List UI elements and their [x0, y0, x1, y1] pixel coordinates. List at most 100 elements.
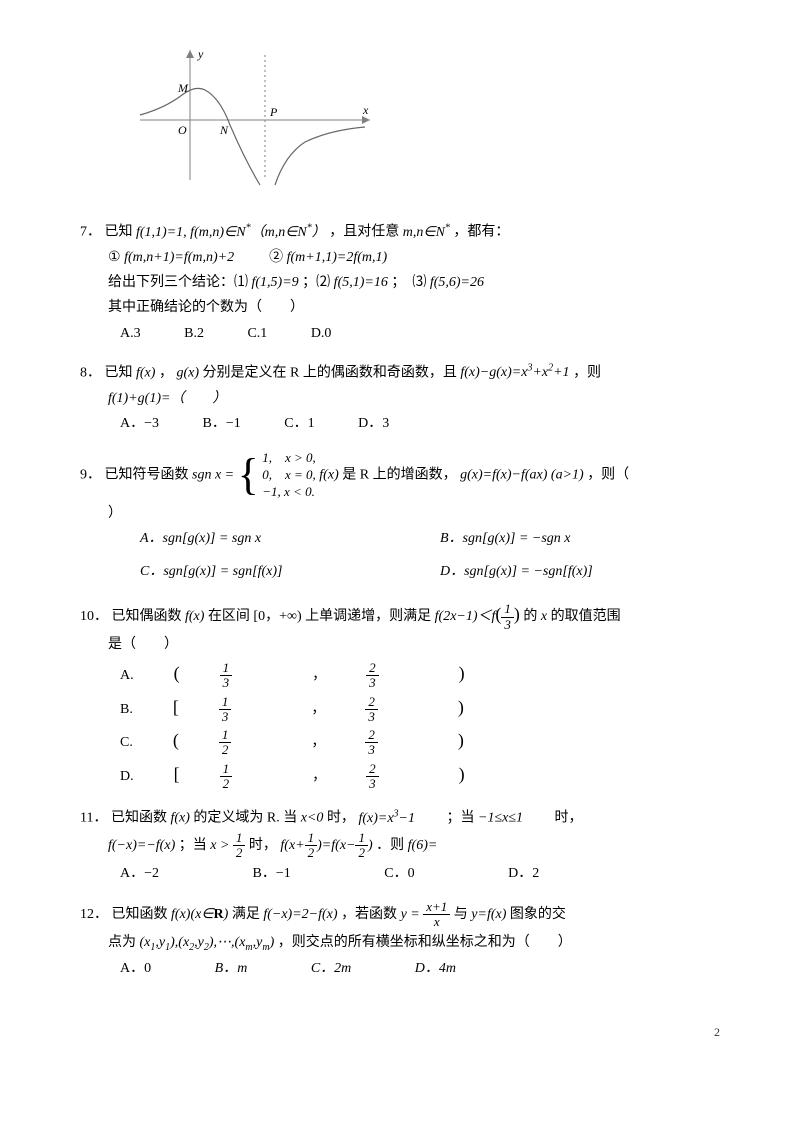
q8-t3: 分别是定义在 R 上的偶函数和奇函数，且: [202, 365, 460, 380]
point-P: P: [269, 105, 278, 119]
q8-opt-b: B．−1: [203, 411, 241, 436]
q10-opt-a: A.(13，23): [120, 657, 505, 691]
q12-opt-c: C．2m: [311, 956, 351, 981]
q11-opt-b: B．−1: [253, 861, 291, 886]
q7-cond1: f(m,n+1)=f(m,n)+2: [124, 250, 234, 265]
q7-math-1: f(1,1)=1, f(m,n)∈N*（m,n∈N*）: [136, 225, 326, 240]
q10-number: 10．: [80, 609, 108, 624]
q11-period: f(x+: [280, 838, 304, 853]
q9-number: 9．: [80, 468, 101, 483]
q11-t3: 时，: [327, 811, 355, 826]
q10-ask: 是（ ）: [80, 632, 740, 657]
q12-t5: 图象的交: [510, 907, 566, 922]
q12-cond: f(−x)=2−f(x): [263, 907, 337, 922]
question-12: 12． 已知函数 f(x)(x∈R) 满足 f(−x)=2−f(x) ，若函数 …: [80, 900, 740, 982]
q12-t2: 满足: [232, 907, 264, 922]
q11-xgt: x >: [210, 838, 233, 853]
q12-opt-a: A．0: [120, 956, 151, 981]
page-number: 2: [80, 1022, 740, 1044]
q7-cond1-label: ①: [108, 250, 124, 265]
origin-O: O: [178, 123, 187, 137]
q7-math-mn: m,n∈N*: [403, 225, 450, 240]
q9-close: ）: [80, 501, 740, 526]
q11-t5: 时，: [527, 811, 583, 826]
q11-xlt0: x<0: [301, 811, 324, 826]
q9-cases: { 1, x > 0, 0, x = 0, −1, x < 0.: [238, 450, 316, 501]
q10-x: x: [541, 609, 547, 624]
q12-t1: 已知函数: [112, 907, 172, 922]
axis-y-label: y: [197, 47, 204, 61]
q7-text-3: ，都有：: [453, 225, 509, 240]
point-N: N: [219, 123, 229, 137]
q8-t2: ，: [159, 365, 173, 380]
q12-fx: f(x)(x∈R): [171, 907, 228, 922]
q11-t4: ；当: [419, 811, 479, 826]
q12-opt-b: B．m: [215, 956, 248, 981]
q10-t4: 的取值范围: [551, 609, 621, 624]
q7-cond2-label: ②: [269, 250, 287, 265]
q7-text-2: ，且对任意: [329, 225, 403, 240]
q11-t2: 的定义域为 R. 当: [193, 811, 300, 826]
q8-t4: ，则: [573, 365, 601, 380]
q10-opt-c: C.(12，23): [120, 724, 504, 758]
q8-opt-d: D．3: [358, 411, 389, 436]
q8-eq: f(x)−g(x)=x3+x2+1: [460, 365, 569, 380]
q9-case1: 1, x > 0,: [262, 450, 316, 467]
q12-t7: ，则交点的所有横坐标和纵坐标之和为（ ）: [278, 935, 572, 950]
q9-opt-c: C．sgn[g(x)] = sgn[f(x)]: [140, 559, 440, 584]
q9-opt-d: D．sgn[g(x)] = −sgn[f(x)]: [440, 559, 740, 584]
q11-t1: 已知函数: [111, 811, 171, 826]
point-M: M: [177, 81, 189, 95]
q9-gx: g(x)=f(x)−f(ax) (a>1): [460, 468, 584, 483]
q7-sep2: ； ⑶: [391, 275, 430, 290]
question-9: 9． 已知符号函数 sgn x = { 1, x > 0, 0, x = 0, …: [80, 450, 740, 584]
q12-points: (x1,y1),(x2,y2),⋯,(xm,ym): [140, 935, 275, 950]
q12-t6: 点为: [108, 935, 140, 950]
q7-number: 7．: [80, 225, 101, 240]
q9-fx: f(x): [319, 468, 338, 483]
q7-concl2: f(5,1)=16: [334, 275, 388, 290]
q12-number: 12．: [80, 907, 108, 922]
q7-opt-d: D.0: [311, 321, 332, 346]
q8-opt-c: C．1: [284, 411, 314, 436]
q10-t1: 已知偶函数: [112, 609, 186, 624]
q7-concl1: f(1,5)=9: [252, 275, 299, 290]
q11-opt-d: D．2: [508, 861, 539, 886]
q10-fx: f(x): [185, 609, 204, 624]
q12-frac: x+1x: [423, 900, 450, 930]
q9-case2: 0, x = 0,: [262, 467, 316, 484]
q8-opt-a: A．−3: [120, 411, 159, 436]
q10-ineq: f(2x−1)＜f: [435, 609, 496, 624]
q7-concl3: f(5,6)=26: [430, 275, 484, 290]
q10-opt-b: B.[13，23): [120, 691, 504, 725]
q12-yfx: y=f(x): [471, 907, 506, 922]
q8-ask: f(1)+g(1)=（ ）: [108, 391, 226, 406]
q12-opt-d: D．4m: [415, 956, 456, 981]
q12-t4: 与: [454, 907, 472, 922]
q11-f6: f(6)=: [408, 838, 438, 853]
q11-t6: ；当: [179, 838, 211, 853]
question-8: 8． 已知 f(x) ， g(x) 分别是定义在 R 上的偶函数和奇函数，且 f…: [80, 360, 740, 436]
q11-number: 11．: [80, 811, 107, 826]
q8-gx: g(x): [176, 365, 199, 380]
q7-cond2: f(m+1,1)=2f(m,1): [287, 250, 388, 265]
q9-opt-a: A．sgn[g(x)] = sgn x: [140, 526, 440, 551]
question-7: 7． 已知 f(1,1)=1, f(m,n)∈N*（m,n∈N*） ，且对任意 …: [80, 219, 740, 346]
q11-opt-a: A．−2: [120, 861, 159, 886]
axis-x-label: x: [362, 103, 369, 117]
q9-t3: ，则（: [587, 468, 629, 483]
q7-ask: 其中正确结论的个数为（ ）: [80, 295, 740, 320]
q7-opt-c: C.1: [247, 321, 267, 346]
question-10: 10． 已知偶函数 f(x) 在区间 [0，+∞) 上单调递增，则满足 f(2x…: [80, 598, 740, 791]
q8-t1: 已知: [105, 365, 137, 380]
q10-t3: 的: [523, 609, 541, 624]
q9-case3: −1, x < 0.: [262, 484, 316, 501]
q7-opt-a: A.3: [120, 321, 141, 346]
q9-t1: 已知符号函数: [105, 468, 193, 483]
q7-text-1: 已知: [105, 225, 137, 240]
q8-fx: f(x): [136, 365, 155, 380]
q10-t2: 在区间 [0，+∞) 上单调递增，则满足: [208, 609, 435, 624]
q9-opt-b: B．sgn[g(x)] = −sgn x: [440, 526, 740, 551]
q12-t3: ，若函数: [341, 907, 401, 922]
q7-opt-b: B.2: [184, 321, 204, 346]
